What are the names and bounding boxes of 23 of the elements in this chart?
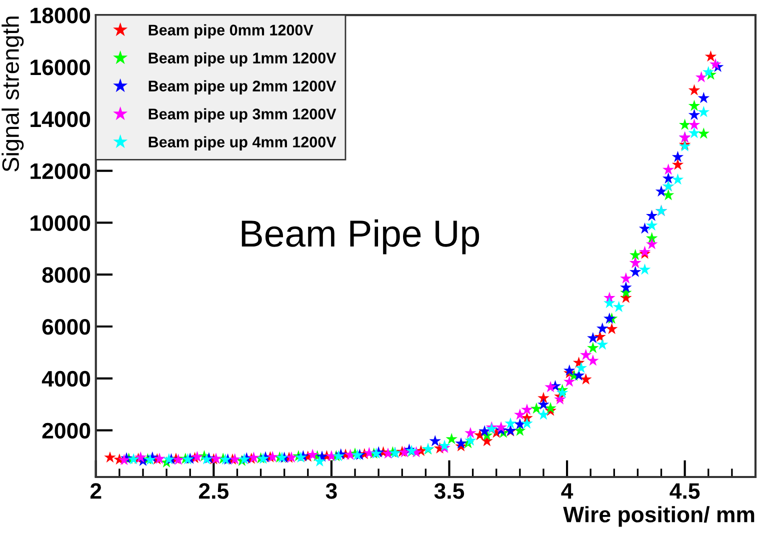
y-tick-label: 6000 xyxy=(42,319,90,335)
y-tick-label: 10000 xyxy=(30,215,90,231)
x-axis-title: Wire position/ mm xyxy=(563,506,754,527)
x-tick-label: 2 xyxy=(90,483,102,499)
x-tick-label: 2.5 xyxy=(198,483,228,499)
legend-label: Beam pipe up 4mm 1200V xyxy=(148,136,336,150)
y-tick-label: 4000 xyxy=(42,370,90,387)
legend-label: Beam pipe 0mm 1200V xyxy=(148,24,314,38)
legend-label: Beam pipe up 3mm 1200V xyxy=(148,108,336,122)
legend-label: Beam pipe up 2mm 1200V xyxy=(148,80,336,94)
y-tick-label: 2000 xyxy=(42,422,90,439)
x-tick-label: 3 xyxy=(326,483,337,499)
annotation: Beam Pipe Up xyxy=(242,219,480,254)
y-tick-label: 18000 xyxy=(30,8,90,24)
legend-label: Beam pipe up 1mm 1200V xyxy=(148,52,336,66)
x-tick-label: 4 xyxy=(561,483,574,499)
y-tick-label: 14000 xyxy=(30,111,90,128)
y-tick-label: 16000 xyxy=(30,60,90,76)
y-tick-label: 12000 xyxy=(30,163,90,180)
y-tick-label: 8000 xyxy=(42,267,90,283)
x-tick-label: 4.5 xyxy=(670,483,700,499)
x-tick-label: 3.5 xyxy=(434,483,464,499)
y-axis-title: Signal strength xyxy=(2,16,24,172)
